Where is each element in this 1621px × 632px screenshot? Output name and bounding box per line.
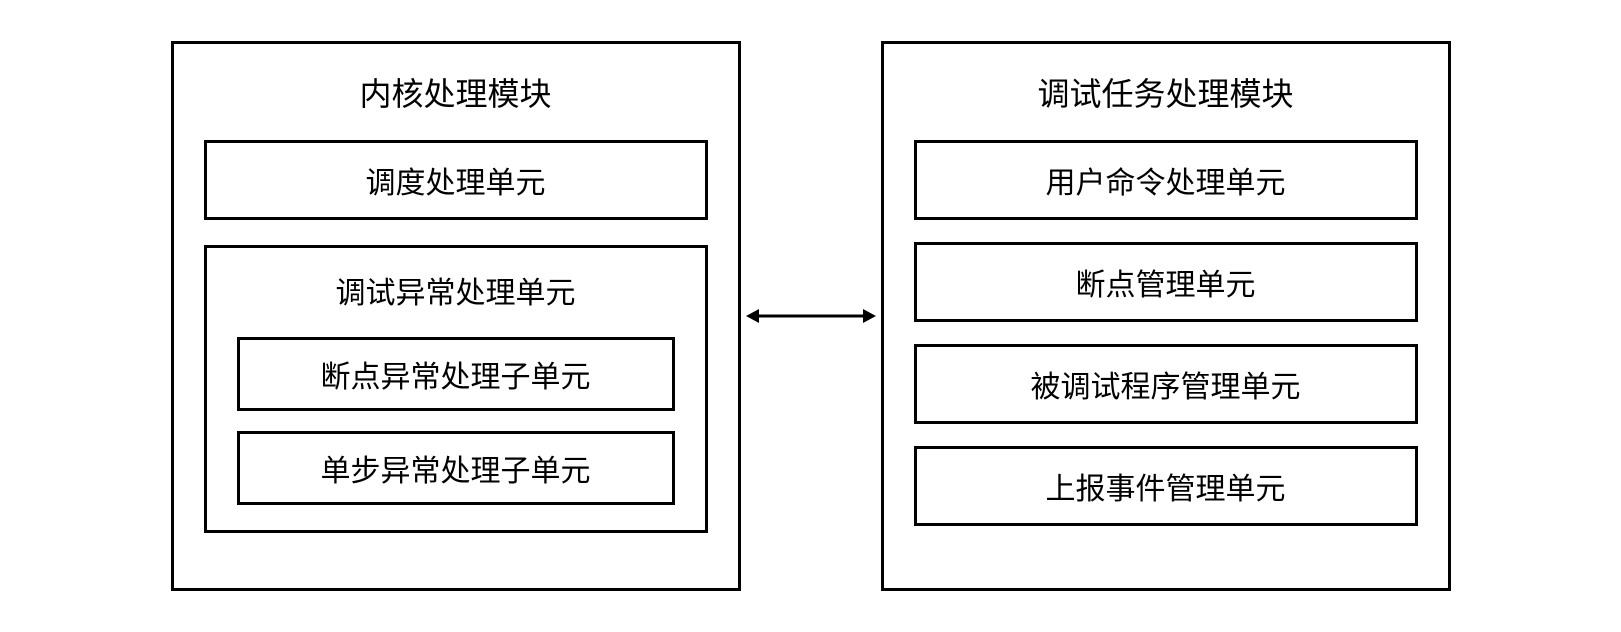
- kernel-processing-module: 内核处理模块 调度处理单元 调试异常处理单元 断点异常处理子单元 单步异常处理子…: [171, 41, 741, 591]
- debug-exception-handling-unit: 调试异常处理单元 断点异常处理子单元 单步异常处理子单元: [204, 245, 708, 533]
- breakpoint-exception-subunit: 断点异常处理子单元: [237, 337, 675, 411]
- debug-task-processing-module: 调试任务处理模块 用户命令处理单元 断点管理单元 被调试程序管理单元 上报事件管…: [881, 41, 1451, 591]
- arrow-icon: [741, 301, 881, 331]
- nested-unit-title: 调试异常处理单元: [237, 268, 675, 312]
- left-module-title: 内核处理模块: [204, 69, 708, 115]
- right-module-title: 调试任务处理模块: [914, 69, 1418, 115]
- diagram-container: 内核处理模块 调度处理单元 调试异常处理单元 断点异常处理子单元 单步异常处理子…: [171, 41, 1451, 591]
- report-event-management-unit: 上报事件管理单元: [914, 446, 1418, 526]
- user-command-processing-unit: 用户命令处理单元: [914, 140, 1418, 220]
- scheduling-processing-unit: 调度处理单元: [204, 140, 708, 220]
- singlestep-exception-subunit: 单步异常处理子单元: [237, 431, 675, 505]
- breakpoint-management-unit: 断点管理单元: [914, 242, 1418, 322]
- debugged-program-management-unit: 被调试程序管理单元: [914, 344, 1418, 424]
- bidirectional-arrow: [741, 301, 881, 331]
